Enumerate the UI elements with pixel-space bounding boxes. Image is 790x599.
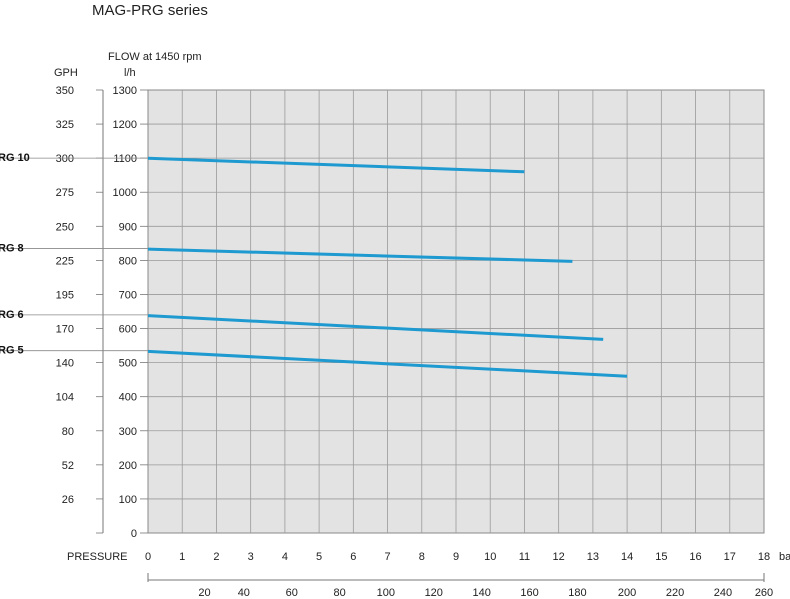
lh-tick-label: 0 bbox=[131, 528, 137, 540]
psi-tick-label: 220 bbox=[666, 587, 684, 599]
pressure-tick-label: 18 bbox=[758, 551, 770, 563]
lh-tick-label: 1100 bbox=[113, 153, 137, 165]
psi-tick-label: 260 bbox=[755, 587, 773, 599]
psi-tick-label: 180 bbox=[568, 587, 586, 599]
lh-tick-label: 400 bbox=[119, 392, 137, 404]
psi-tick-label: 20 bbox=[198, 587, 210, 599]
pressure-tick-label: 14 bbox=[621, 551, 633, 563]
series-label: RG 10 bbox=[0, 152, 30, 164]
pressure-tick-label: 0 bbox=[145, 551, 151, 563]
pressure-tick-label: 1 bbox=[179, 551, 185, 563]
series-label: RG 5 bbox=[0, 345, 24, 357]
pressure-tick-label: 5 bbox=[316, 551, 322, 563]
chart-title: MAG-PRG series bbox=[92, 2, 208, 19]
pressure-tick-label: 7 bbox=[384, 551, 390, 563]
pressure-tick-label: 4 bbox=[282, 551, 288, 563]
gph-tick-label: 104 bbox=[56, 392, 74, 404]
gph-tick-label: 170 bbox=[56, 324, 74, 336]
gph-tick-label: 275 bbox=[56, 187, 74, 199]
series-label: RG 8 bbox=[0, 242, 24, 254]
pressure-tick-label: 3 bbox=[248, 551, 254, 563]
psi-tick-label: 140 bbox=[472, 587, 490, 599]
pressure-tick-label: 9 bbox=[453, 551, 459, 563]
psi-axis: 20 40 60 80 100 120 140 160 180 200 220 240 260 bbox=[147, 573, 773, 599]
pressure-axis-label: PRESSURE bbox=[67, 551, 128, 563]
series-line bbox=[147, 314, 604, 341]
psi-tick-label: 200 bbox=[618, 587, 636, 599]
pressure-tick-label: 12 bbox=[553, 551, 565, 563]
gph-axis-label: GPH bbox=[54, 67, 78, 79]
gph-tick-label: 80 bbox=[62, 426, 74, 438]
gph-tick-label: 140 bbox=[56, 358, 74, 370]
plot-area bbox=[147, 89, 765, 534]
gph-tick-label: 350 bbox=[56, 85, 74, 97]
lh-tick-label: 500 bbox=[119, 358, 137, 370]
lh-axis-label: l/h bbox=[124, 67, 136, 79]
flow-axis-label: FLOW at 1450 rpm bbox=[108, 51, 202, 63]
lh-tick-label: 900 bbox=[119, 221, 137, 233]
lh-tick-label: 600 bbox=[119, 324, 137, 336]
pressure-tick-label: 17 bbox=[724, 551, 736, 563]
lh-tick-label: 300 bbox=[119, 426, 137, 438]
series-line bbox=[147, 156, 525, 174]
gph-tick-label: 325 bbox=[56, 119, 74, 131]
lh-tick-label: 1200 bbox=[113, 119, 137, 131]
gph-tick-label: 225 bbox=[56, 255, 74, 267]
psi-tick-label: 40 bbox=[238, 587, 250, 599]
pressure-tick-label: 2 bbox=[213, 551, 219, 563]
gph-axis: 350 325 300 275 250 225 195 170 140 104 80 52 26 bbox=[56, 85, 104, 534]
lh-tick-label: 1000 bbox=[113, 187, 137, 199]
pressure-tick-label: 13 bbox=[587, 551, 599, 563]
pressure-tick-label: 10 bbox=[484, 551, 496, 563]
psi-tick-label: 80 bbox=[334, 587, 346, 599]
gph-tick-label: 26 bbox=[62, 494, 74, 506]
lh-tick-label: 1300 bbox=[113, 85, 137, 97]
lh-tick-label: 800 bbox=[119, 255, 137, 267]
series-lines bbox=[147, 156, 628, 378]
psi-tick-label: 120 bbox=[425, 587, 443, 599]
psi-tick-label: 240 bbox=[714, 587, 732, 599]
psi-tick-label: 100 bbox=[377, 587, 395, 599]
lh-tick-label: 700 bbox=[119, 289, 137, 301]
pressure-tick-label: 15 bbox=[655, 551, 667, 563]
series-line bbox=[147, 247, 573, 263]
pressure-axis: 0 1 2 3 4 5 6 7 8 9 10 11 12 13 14 15 16 17 18 bbox=[145, 551, 770, 563]
lh-tick-label: 200 bbox=[119, 460, 137, 472]
psi-tick-label: 160 bbox=[520, 587, 538, 599]
series-labels: RG 10 RG 8 RG 6 RG 5 bbox=[0, 152, 148, 357]
pressure-tick-label: 16 bbox=[689, 551, 701, 563]
lh-tick-label: 100 bbox=[119, 494, 137, 506]
gph-tick-label: 52 bbox=[62, 460, 74, 472]
series-line bbox=[147, 349, 628, 378]
pressure-unit-label: ba bbox=[779, 551, 790, 563]
lh-axis: 0 100 200 300 400 500 600 700 800 900 1000 1100 1200… bbox=[113, 85, 148, 540]
psi-tick-label: 60 bbox=[286, 587, 298, 599]
gph-tick-label: 300 bbox=[56, 153, 74, 165]
pressure-tick-label: 11 bbox=[519, 551, 530, 563]
pressure-tick-label: 8 bbox=[419, 551, 425, 563]
gph-tick-label: 250 bbox=[56, 221, 74, 233]
gph-tick-label: 195 bbox=[56, 289, 74, 301]
series-label: RG 6 bbox=[0, 309, 24, 321]
pressure-tick-label: 6 bbox=[350, 551, 356, 563]
